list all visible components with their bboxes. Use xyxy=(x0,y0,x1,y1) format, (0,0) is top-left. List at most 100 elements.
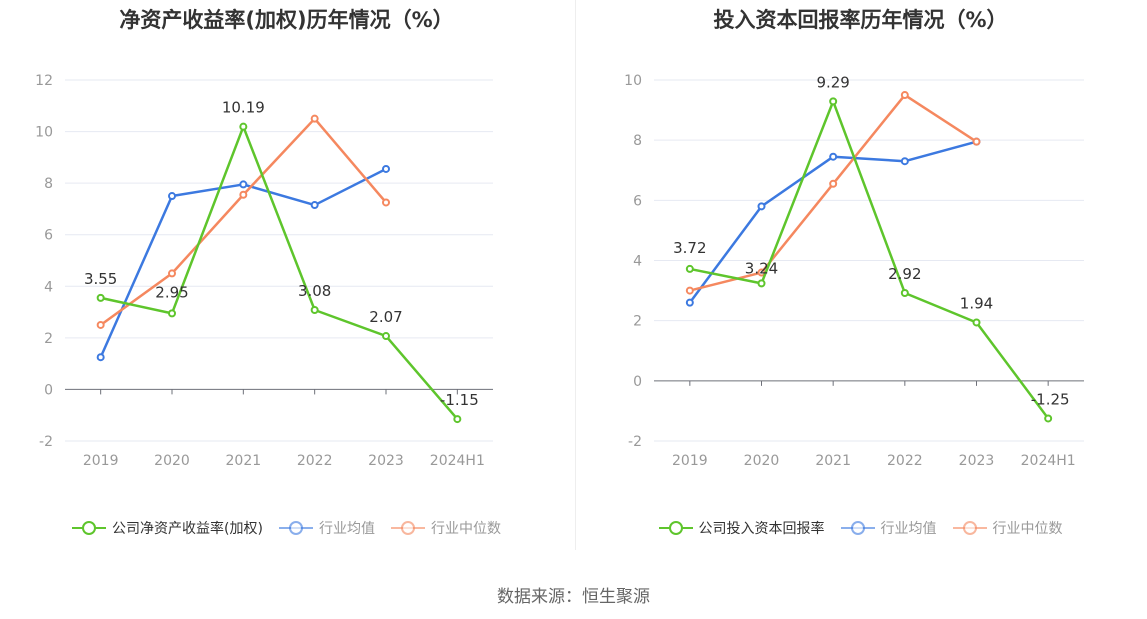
chart-title: 净资产收益率(加权)历年情况（%） xyxy=(119,8,454,32)
data-point[interactable] xyxy=(96,293,105,302)
data-label: 3.55 xyxy=(84,270,117,288)
legend-line-icon xyxy=(658,520,693,536)
data-label: 3.08 xyxy=(298,282,331,300)
chart-legend: 公司投入资本回报率 行业均值 行业中位数 xyxy=(574,518,1147,538)
series-line xyxy=(689,100,1050,420)
legend-line-icon xyxy=(278,520,313,536)
legend-item[interactable]: 公司净资产收益率(加权) xyxy=(72,518,263,538)
data-point[interactable] xyxy=(829,179,838,188)
legend-line-icon xyxy=(840,520,875,536)
data-point[interactable] xyxy=(96,320,105,329)
series-line xyxy=(689,93,978,292)
series-line xyxy=(99,117,387,326)
y-tick-label: 6 xyxy=(44,228,53,244)
data-point[interactable] xyxy=(239,190,248,199)
legend-item[interactable]: 行业均值 xyxy=(278,518,375,538)
legend-label: 行业中位数 xyxy=(430,521,501,537)
data-label: 2.95 xyxy=(155,283,188,301)
legend-label: 行业均值 xyxy=(880,521,937,537)
x-tick-label: 2023 xyxy=(959,453,995,469)
legend-item[interactable]: 行业均值 xyxy=(840,518,937,538)
chart-legend: 公司净资产收益率(加权) 行业均值 行业中位数 xyxy=(0,518,573,538)
data-point[interactable] xyxy=(310,201,319,210)
data-point[interactable] xyxy=(96,353,105,362)
data-point[interactable] xyxy=(685,264,694,273)
data-point[interactable] xyxy=(168,192,176,201)
x-tick-label: 2024H1 xyxy=(430,453,485,469)
data-point[interactable] xyxy=(900,288,909,297)
data-point[interactable] xyxy=(382,164,390,173)
x-tick-label: 2023 xyxy=(368,453,404,469)
x-tick-label: 2019 xyxy=(83,453,119,469)
data-label: -1.15 xyxy=(440,391,479,409)
roe-line-chart: -2 0 2 4 6 8 10 12 2019 2020 2021 2022 2023 2024H1 3.5… xyxy=(35,73,493,469)
data-point[interactable] xyxy=(757,202,766,211)
legend-item[interactable]: 公司投入资本回报率 xyxy=(658,518,825,538)
y-tick-label: 6 xyxy=(633,193,642,209)
data-label: 1.94 xyxy=(960,294,993,312)
data-label: 10.19 xyxy=(222,99,265,117)
data-source-note: 数据来源：恒生聚源 xyxy=(497,587,650,607)
data-label: 2.07 xyxy=(369,308,402,326)
legend-label: 公司净资产收益率(加权) xyxy=(112,521,263,537)
roic-chart-panel: 投入资本回报率历年情况（%） -2 0 2 4 6 8 10 2019 2020 2021 2022… xyxy=(574,0,1147,560)
series-line xyxy=(100,125,459,420)
data-point[interactable] xyxy=(453,415,462,424)
data-point[interactable] xyxy=(168,309,176,318)
y-tick-label: -2 xyxy=(39,434,53,450)
data-point[interactable] xyxy=(239,122,248,131)
legend-item[interactable]: 行业中位数 xyxy=(952,518,1063,538)
data-label: 9.29 xyxy=(816,73,849,91)
data-point[interactable] xyxy=(972,137,981,146)
x-tick-label: 2019 xyxy=(672,453,708,469)
y-tick-label: 4 xyxy=(633,254,642,270)
x-tick-label: 2020 xyxy=(744,453,780,469)
legend-line-icon xyxy=(72,520,107,536)
y-tick-label: 0 xyxy=(633,374,642,390)
x-tick-label: 2020 xyxy=(154,453,190,469)
data-point[interactable] xyxy=(310,306,319,315)
y-tick-label: 8 xyxy=(44,176,53,192)
data-label: 3.24 xyxy=(745,259,778,277)
data-point[interactable] xyxy=(685,286,694,295)
chart-title: 投入资本回报率历年情况（%） xyxy=(713,8,1008,32)
y-tick-label: 0 xyxy=(44,382,53,398)
x-tick-label: 2024H1 xyxy=(1021,453,1076,469)
data-point[interactable] xyxy=(168,269,176,278)
data-point[interactable] xyxy=(382,198,390,207)
data-point[interactable] xyxy=(382,332,390,341)
legend-label: 公司投入资本回报率 xyxy=(698,521,825,537)
y-tick-label: 2 xyxy=(633,314,642,330)
data-point[interactable] xyxy=(310,114,319,123)
data-label: 3.72 xyxy=(673,239,706,257)
y-tick-label: 4 xyxy=(44,279,53,295)
x-tick-label: 2021 xyxy=(815,453,851,469)
x-tick-label: 2021 xyxy=(226,453,262,469)
data-label: 2.92 xyxy=(888,265,921,283)
roic-line-chart: -2 0 2 4 6 8 10 2019 2020 2021 2022 2023 2024H1 3.72 3… xyxy=(624,73,1084,469)
data-point[interactable] xyxy=(239,180,248,189)
y-tick-label: 10 xyxy=(624,73,642,89)
legend-item[interactable]: 行业中位数 xyxy=(390,518,501,538)
roe-chart-panel: 净资产收益率(加权)历年情况（%） -2 0 2 4 6 8 10 12 2019 2020 202… xyxy=(0,0,573,560)
data-point[interactable] xyxy=(829,152,838,161)
legend-label: 行业均值 xyxy=(318,521,375,537)
y-tick-label: 12 xyxy=(35,73,53,89)
data-point[interactable] xyxy=(900,157,909,166)
panel-divider xyxy=(575,0,576,550)
x-tick-label: 2022 xyxy=(297,453,333,469)
data-point[interactable] xyxy=(685,298,694,307)
x-tick-label: 2022 xyxy=(887,453,923,469)
data-point[interactable] xyxy=(900,91,909,100)
y-tick-label: 10 xyxy=(35,125,53,141)
legend-line-icon xyxy=(390,520,425,536)
y-tick-label: 2 xyxy=(44,331,53,347)
data-point[interactable] xyxy=(1044,414,1053,423)
data-point[interactable] xyxy=(757,279,766,288)
data-point[interactable] xyxy=(829,97,838,106)
y-tick-label: -2 xyxy=(628,434,642,450)
legend-label: 行业中位数 xyxy=(992,521,1063,537)
legend-line-icon xyxy=(952,520,987,536)
data-point[interactable] xyxy=(972,318,981,327)
y-tick-label: 8 xyxy=(633,133,642,149)
